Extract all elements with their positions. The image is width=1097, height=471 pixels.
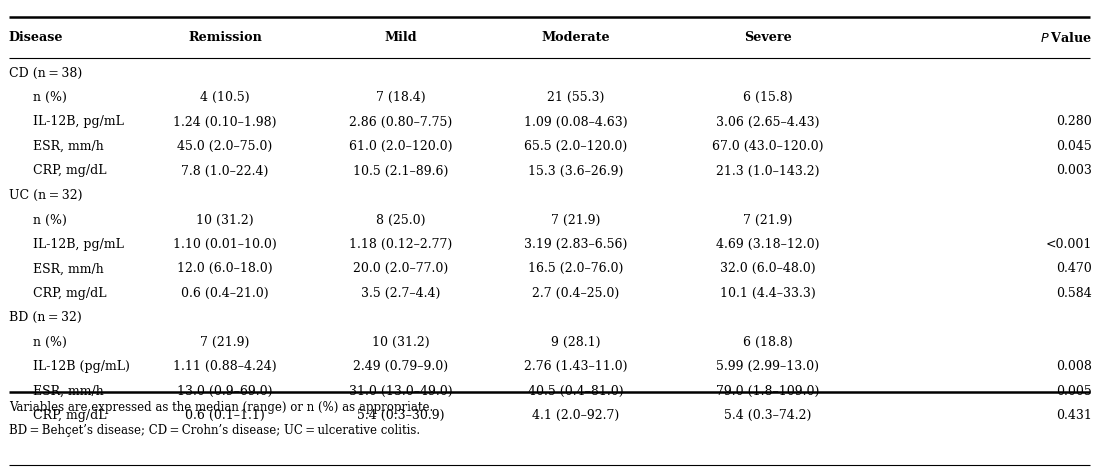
Text: 1.18 (0.12–2.77): 1.18 (0.12–2.77) bbox=[349, 238, 452, 251]
Text: <0.001: <0.001 bbox=[1045, 238, 1092, 251]
Text: 61.0 (2.0–120.0): 61.0 (2.0–120.0) bbox=[349, 140, 452, 153]
Text: 6 (18.8): 6 (18.8) bbox=[743, 336, 793, 349]
Text: 2.76 (1.43–11.0): 2.76 (1.43–11.0) bbox=[524, 360, 627, 374]
Text: Mild: Mild bbox=[384, 31, 417, 44]
Text: n (%): n (%) bbox=[33, 213, 67, 227]
Text: 0.6 (0.4–21.0): 0.6 (0.4–21.0) bbox=[181, 287, 269, 300]
Text: 4 (10.5): 4 (10.5) bbox=[200, 91, 250, 104]
Text: 10.1 (4.4–33.3): 10.1 (4.4–33.3) bbox=[720, 287, 816, 300]
Text: 10.5 (2.1–89.6): 10.5 (2.1–89.6) bbox=[353, 164, 448, 178]
Text: 31.0 (13.0–49.0): 31.0 (13.0–49.0) bbox=[349, 385, 452, 398]
Text: 0.003: 0.003 bbox=[1055, 164, 1092, 178]
Text: 0.008: 0.008 bbox=[1055, 360, 1092, 374]
Text: n (%): n (%) bbox=[33, 336, 67, 349]
Text: 16.5 (2.0–76.0): 16.5 (2.0–76.0) bbox=[529, 262, 623, 276]
Text: n (%): n (%) bbox=[33, 91, 67, 104]
Text: BD = Behçet’s disease; CD = Crohn’s disease; UC = ulcerative colitis.: BD = Behçet’s disease; CD = Crohn’s dise… bbox=[9, 423, 420, 437]
Text: ESR, mm/h: ESR, mm/h bbox=[33, 140, 103, 153]
Text: 2.86 (0.80–7.75): 2.86 (0.80–7.75) bbox=[349, 115, 452, 129]
Text: 7 (18.4): 7 (18.4) bbox=[375, 91, 426, 104]
Text: Remission: Remission bbox=[188, 31, 262, 44]
Text: CRP, mg/dL: CRP, mg/dL bbox=[33, 164, 106, 178]
Text: 7 (21.9): 7 (21.9) bbox=[551, 213, 601, 227]
Text: 4.1 (2.0–92.7): 4.1 (2.0–92.7) bbox=[532, 409, 620, 422]
Text: 8 (25.0): 8 (25.0) bbox=[375, 213, 426, 227]
Text: 0.280: 0.280 bbox=[1055, 115, 1092, 129]
Text: 0.431: 0.431 bbox=[1055, 409, 1092, 422]
Text: 1.09 (0.08–4.63): 1.09 (0.08–4.63) bbox=[524, 115, 627, 129]
Text: 6 (15.8): 6 (15.8) bbox=[743, 91, 793, 104]
Text: 0.045: 0.045 bbox=[1055, 140, 1092, 153]
Text: 3.5 (2.7–4.4): 3.5 (2.7–4.4) bbox=[361, 287, 440, 300]
Text: 2.49 (0.79–9.0): 2.49 (0.79–9.0) bbox=[353, 360, 448, 374]
Text: 0.584: 0.584 bbox=[1055, 287, 1092, 300]
Text: CD (n = 38): CD (n = 38) bbox=[9, 66, 82, 80]
Text: $\mathit{P}$ Value: $\mathit{P}$ Value bbox=[1040, 31, 1092, 45]
Text: 3.06 (2.65–4.43): 3.06 (2.65–4.43) bbox=[716, 115, 819, 129]
Text: 3.19 (2.83–6.56): 3.19 (2.83–6.56) bbox=[524, 238, 627, 251]
Text: 10 (31.2): 10 (31.2) bbox=[372, 336, 429, 349]
Text: IL-12B, pg/mL: IL-12B, pg/mL bbox=[33, 238, 124, 251]
Text: 7 (21.9): 7 (21.9) bbox=[200, 336, 250, 349]
Text: Severe: Severe bbox=[744, 31, 792, 44]
Text: 4.69 (3.18–12.0): 4.69 (3.18–12.0) bbox=[716, 238, 819, 251]
Text: 15.3 (3.6–26.9): 15.3 (3.6–26.9) bbox=[529, 164, 623, 178]
Text: 7.8 (1.0–22.4): 7.8 (1.0–22.4) bbox=[181, 164, 269, 178]
Text: 79.0 (1.8–109.0): 79.0 (1.8–109.0) bbox=[716, 385, 819, 398]
Text: 7 (21.9): 7 (21.9) bbox=[743, 213, 793, 227]
Text: 0.005: 0.005 bbox=[1055, 385, 1092, 398]
Text: 1.24 (0.10–1.98): 1.24 (0.10–1.98) bbox=[173, 115, 276, 129]
Text: Moderate: Moderate bbox=[542, 31, 610, 44]
Text: ESR, mm/h: ESR, mm/h bbox=[33, 385, 103, 398]
Text: IL-12B (pg/mL): IL-12B (pg/mL) bbox=[33, 360, 129, 374]
Text: ESR, mm/h: ESR, mm/h bbox=[33, 262, 103, 276]
Text: 40.5 (0.4–81.0): 40.5 (0.4–81.0) bbox=[528, 385, 624, 398]
Text: BD (n = 32): BD (n = 32) bbox=[9, 311, 81, 325]
Text: 12.0 (6.0–18.0): 12.0 (6.0–18.0) bbox=[177, 262, 273, 276]
Text: 67.0 (43.0–120.0): 67.0 (43.0–120.0) bbox=[712, 140, 824, 153]
Text: 20.0 (2.0–77.0): 20.0 (2.0–77.0) bbox=[353, 262, 448, 276]
Text: 0.470: 0.470 bbox=[1055, 262, 1092, 276]
Text: CRP, mg/dL: CRP, mg/dL bbox=[33, 409, 106, 422]
Text: 10 (31.2): 10 (31.2) bbox=[196, 213, 253, 227]
Text: CRP, mg/dL: CRP, mg/dL bbox=[33, 287, 106, 300]
Text: Disease: Disease bbox=[9, 31, 64, 44]
Text: 0.6 (0.1–1.1): 0.6 (0.1–1.1) bbox=[185, 409, 264, 422]
Text: 21 (55.3): 21 (55.3) bbox=[547, 91, 604, 104]
Text: 21.3 (1.0–143.2): 21.3 (1.0–143.2) bbox=[716, 164, 819, 178]
Text: 2.7 (0.4–25.0): 2.7 (0.4–25.0) bbox=[532, 287, 620, 300]
Text: 5.4 (0.3–30.9): 5.4 (0.3–30.9) bbox=[357, 409, 444, 422]
Text: 5.4 (0.3–74.2): 5.4 (0.3–74.2) bbox=[724, 409, 812, 422]
Text: 65.5 (2.0–120.0): 65.5 (2.0–120.0) bbox=[524, 140, 627, 153]
Text: 5.99 (2.99–13.0): 5.99 (2.99–13.0) bbox=[716, 360, 819, 374]
Text: IL-12B, pg/mL: IL-12B, pg/mL bbox=[33, 115, 124, 129]
Text: 1.10 (0.01–10.0): 1.10 (0.01–10.0) bbox=[173, 238, 276, 251]
Text: 45.0 (2.0–75.0): 45.0 (2.0–75.0) bbox=[178, 140, 272, 153]
Text: 1.11 (0.88–4.24): 1.11 (0.88–4.24) bbox=[173, 360, 276, 374]
Text: UC (n = 32): UC (n = 32) bbox=[9, 189, 82, 202]
Text: Variables are expressed as the median (range) or n (%) as appropriate.: Variables are expressed as the median (r… bbox=[9, 401, 433, 414]
Text: 32.0 (6.0–48.0): 32.0 (6.0–48.0) bbox=[720, 262, 816, 276]
Text: 13.0 (0.9–69.0): 13.0 (0.9–69.0) bbox=[177, 385, 273, 398]
Text: 9 (28.1): 9 (28.1) bbox=[551, 336, 601, 349]
